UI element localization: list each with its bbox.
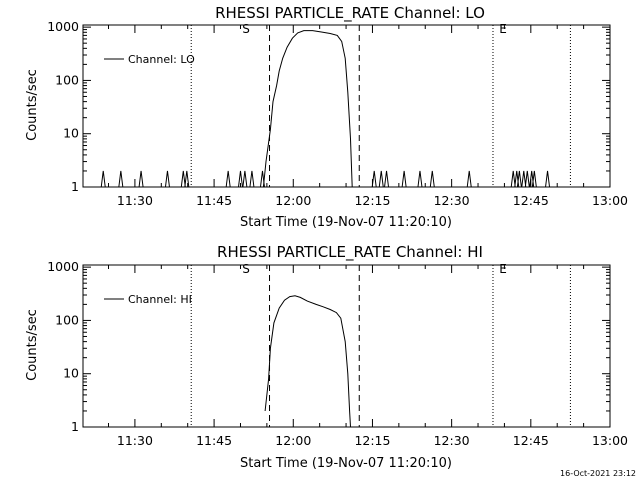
count-spike	[524, 170, 530, 188]
count-spike	[242, 170, 248, 188]
count-spike	[378, 170, 384, 188]
y-tick-label: 100	[55, 312, 79, 327]
count-spike	[531, 170, 537, 188]
series-line	[262, 30, 353, 188]
count-spike	[100, 170, 106, 188]
x-tick-label: 12:15	[354, 193, 390, 208]
x-tick-label: 12:15	[354, 433, 390, 448]
x-tick-label: 11:30	[117, 433, 153, 448]
panel-lo-series	[100, 30, 551, 188]
panel-hi-end-marker: E	[499, 262, 507, 276]
x-tick-label: 11:30	[117, 193, 153, 208]
panel-lo-vlines	[190, 25, 571, 187]
x-tick-label: 12:45	[513, 433, 549, 448]
y-tick-label: 1	[71, 419, 79, 434]
panel-hi-start-marker: S	[242, 262, 250, 276]
panel-lo-ticks: 11:30 11:45 12:00 12:15 12:30 12:45 13:00 1 10 10…	[47, 19, 628, 208]
count-spike	[237, 170, 243, 188]
footer-timestamp: 16-Oct-2021 23:12	[560, 469, 636, 478]
count-spike	[545, 170, 551, 188]
x-tick-label: 12:00	[275, 433, 311, 448]
y-tick-label: 10	[63, 126, 79, 141]
x-tick-label: 13:00	[592, 433, 628, 448]
panel-hi-title: RHESSI PARTICLE_RATE Channel: HI	[217, 243, 483, 262]
count-spike	[510, 170, 516, 188]
count-spike	[417, 170, 423, 188]
panel-lo-legend-label: Channel: LO	[128, 53, 195, 66]
series-line	[264, 295, 351, 428]
panel-lo-start-marker: S	[242, 22, 250, 36]
x-tick-label: 11:45	[196, 433, 232, 448]
x-tick-label: 12:00	[275, 193, 311, 208]
panel-hi-ylabel: Counts/sec	[25, 309, 40, 381]
panel-lo-ylabel: Counts/sec	[25, 69, 40, 141]
panel-hi-legend: Channel: HI	[104, 293, 192, 306]
x-tick-label: 11:45	[196, 193, 232, 208]
y-tick-label: 100	[55, 72, 79, 87]
x-tick-label: 12:30	[434, 193, 470, 208]
count-spike	[180, 170, 186, 188]
panel-hi-ticks: 11:30 11:45 12:00 12:15 12:30 12:45 13:00 1 10 10…	[47, 259, 628, 448]
count-spike	[225, 170, 231, 188]
y-tick-label: 10	[63, 366, 79, 381]
count-spike	[384, 170, 390, 188]
x-tick-label: 12:30	[434, 433, 470, 448]
count-spike	[371, 170, 377, 188]
x-tick-label: 12:45	[513, 193, 549, 208]
count-spike	[138, 170, 144, 188]
count-spike	[184, 170, 190, 188]
panel-lo-legend: Channel: LO	[104, 53, 195, 66]
x-tick-label: 13:00	[592, 193, 628, 208]
panel-hi-vlines	[190, 265, 571, 427]
count-spike	[118, 170, 124, 188]
count-spike	[164, 170, 170, 188]
panel-lo-xlabel: Start Time (19-Nov-07 11:20:10)	[240, 215, 452, 230]
panel-lo: RHESSI PARTICLE_RATE Channel: LO Start T…	[25, 4, 628, 230]
y-tick-label: 1	[71, 179, 79, 194]
panel-hi-series	[264, 295, 351, 428]
count-spike	[249, 170, 255, 188]
panel-hi-xlabel: Start Time (19-Nov-07 11:20:10)	[240, 456, 452, 471]
panel-hi-legend-label: Channel: HI	[128, 293, 192, 306]
panel-hi: RHESSI PARTICLE_RATE Channel: HI Start T…	[25, 243, 628, 471]
count-spike	[401, 170, 407, 188]
y-tick-label: 1000	[47, 19, 79, 34]
y-tick-label: 1000	[47, 259, 79, 274]
panel-lo-title: RHESSI PARTICLE_RATE Channel: LO	[215, 4, 485, 23]
count-spike	[521, 170, 527, 188]
count-spike	[466, 170, 472, 188]
count-spike	[429, 170, 435, 188]
count-spike	[259, 170, 265, 188]
panel-lo-end-marker: E	[499, 22, 507, 36]
count-spike	[516, 170, 522, 188]
